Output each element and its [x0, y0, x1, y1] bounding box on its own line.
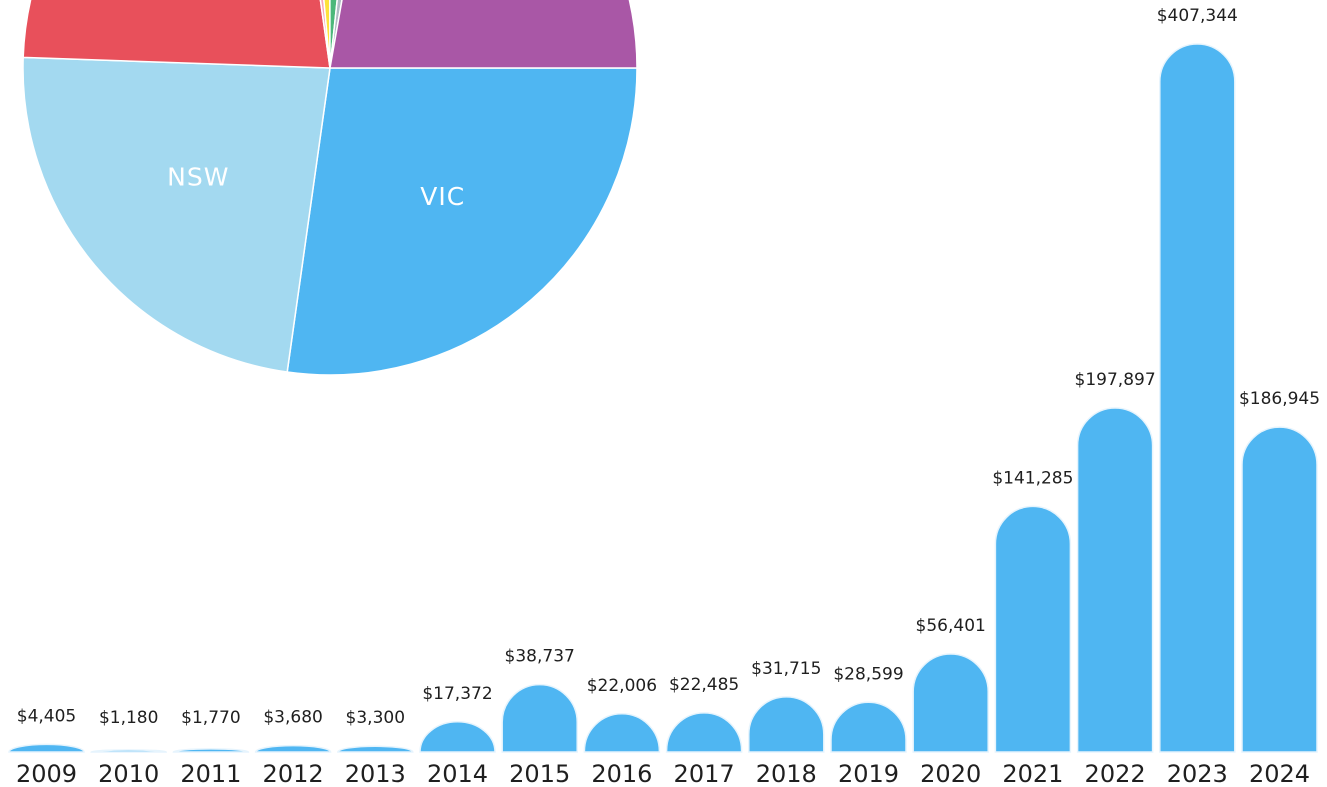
bar — [1076, 407, 1154, 753]
value-label: $38,737 — [505, 647, 575, 667]
value-label: $56,401 — [916, 616, 986, 636]
x-tick-label: 2016 — [591, 760, 652, 787]
value-label: $31,715 — [751, 659, 821, 679]
bar — [8, 743, 85, 753]
pie-slice — [22, 56, 331, 373]
slice-label: VIC — [420, 182, 465, 211]
value-label: $3,680 — [263, 708, 322, 728]
bar — [994, 505, 1072, 753]
value-label: $22,485 — [669, 675, 739, 695]
value-label: $28,599 — [833, 664, 903, 684]
value-label: $4,405 — [17, 706, 76, 726]
x-tick-label: 2023 — [1167, 760, 1228, 787]
value-label: $141,285 — [992, 468, 1073, 488]
x-tick-label: 2014 — [427, 760, 488, 787]
x-tick-label: 2011 — [180, 760, 241, 787]
bar — [337, 745, 414, 753]
value-label: $1,770 — [181, 708, 240, 728]
slice-label: NSW — [167, 163, 229, 192]
value-label: $17,372 — [422, 684, 492, 704]
bar — [90, 749, 167, 753]
bar — [912, 653, 989, 753]
value-label: $22,006 — [587, 676, 657, 696]
bar — [254, 744, 332, 753]
pie-slice — [22, 0, 331, 69]
value-label: $3,300 — [346, 708, 405, 728]
pie-slice — [286, 67, 638, 376]
pie-slice — [329, 0, 638, 69]
bar — [172, 748, 250, 753]
x-tick-label: 2012 — [263, 760, 324, 787]
bar — [830, 701, 907, 753]
value-label: $407,344 — [1157, 6, 1238, 26]
bar — [1241, 426, 1318, 753]
value-label: $186,945 — [1239, 389, 1320, 409]
bar — [748, 696, 825, 753]
x-tick-label: 2022 — [1085, 760, 1146, 787]
x-tick-label: 2015 — [509, 760, 570, 787]
x-tick-label: 2020 — [920, 760, 981, 787]
x-tick-label: 2009 — [16, 760, 77, 787]
value-label: $1,180 — [99, 708, 158, 728]
bar — [419, 721, 496, 753]
bar — [501, 683, 578, 753]
x-tick-label: 2018 — [756, 760, 817, 787]
pie-slice — [323, 0, 331, 69]
bar — [583, 713, 661, 753]
x-tick-label: 2024 — [1249, 760, 1310, 787]
x-tick-label: 2010 — [98, 760, 159, 787]
x-tick-label: 2021 — [1002, 760, 1063, 787]
x-tick-label: 2017 — [674, 760, 735, 787]
x-tick-label: 2013 — [345, 760, 406, 787]
x-tick-label: 2019 — [838, 760, 899, 787]
value-label: $197,897 — [1075, 370, 1156, 390]
bar — [665, 712, 743, 753]
bar — [1159, 43, 1236, 753]
